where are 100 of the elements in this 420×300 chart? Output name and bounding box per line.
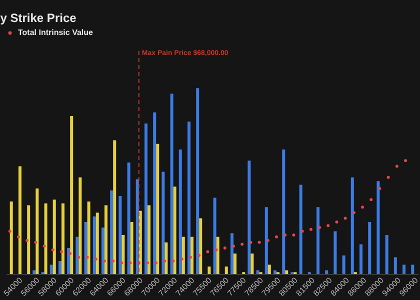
point	[318, 226, 322, 230]
bar	[385, 234, 388, 274]
bar	[130, 222, 134, 274]
bar	[162, 172, 165, 274]
bar	[110, 190, 114, 274]
bar	[190, 236, 194, 274]
point	[344, 216, 347, 220]
point	[146, 261, 149, 264]
bar	[224, 266, 228, 274]
point	[198, 254, 201, 257]
bar	[316, 207, 320, 274]
bar	[368, 222, 372, 274]
bar	[402, 264, 406, 274]
bar	[334, 231, 337, 274]
point	[34, 240, 38, 244]
bar	[147, 205, 150, 274]
point	[326, 224, 330, 228]
bar	[127, 162, 130, 274]
point	[8, 230, 12, 233]
point	[172, 259, 175, 262]
point	[26, 239, 29, 242]
bar	[104, 205, 108, 274]
bar	[52, 200, 56, 274]
point	[335, 220, 338, 224]
chart-title: y Strike Price	[0, 11, 77, 25]
bar	[213, 198, 216, 274]
bar	[164, 242, 168, 274]
bar	[230, 233, 234, 274]
bar	[144, 123, 148, 274]
bar	[87, 202, 90, 274]
bar	[325, 270, 328, 274]
bar	[58, 260, 62, 274]
bar	[84, 222, 88, 274]
bar	[282, 149, 286, 274]
point	[16, 235, 20, 238]
point	[163, 259, 166, 262]
bar	[76, 236, 79, 274]
point	[266, 239, 270, 242]
point	[128, 261, 132, 264]
bar	[187, 122, 190, 274]
bar	[36, 188, 39, 274]
bar	[216, 236, 220, 274]
point	[68, 252, 72, 256]
point	[284, 233, 287, 236]
bar	[182, 236, 185, 274]
bar	[250, 254, 254, 274]
point	[370, 198, 373, 202]
legend-label: Total Intrinsic Value	[18, 28, 94, 37]
bar	[199, 218, 202, 274]
bar	[178, 149, 182, 274]
point	[214, 248, 218, 252]
point	[206, 250, 210, 254]
bar	[153, 112, 156, 274]
bar	[27, 205, 30, 274]
point	[77, 256, 80, 259]
bar	[78, 177, 82, 274]
point	[258, 240, 261, 244]
point	[249, 240, 252, 244]
point	[378, 187, 382, 190]
point	[120, 261, 124, 264]
bar	[350, 177, 354, 274]
point	[86, 256, 89, 259]
point	[94, 258, 98, 261]
point	[42, 244, 46, 248]
bar	[10, 202, 13, 274]
point	[223, 246, 226, 250]
point	[309, 228, 312, 231]
bar	[208, 266, 211, 274]
bar	[360, 244, 363, 274]
bar	[101, 228, 104, 274]
point	[275, 235, 278, 238]
bar	[44, 203, 48, 274]
point	[352, 211, 356, 214]
bar	[170, 94, 174, 274]
bar	[299, 184, 302, 274]
bar	[61, 203, 64, 274]
bar	[264, 207, 268, 274]
point	[361, 206, 364, 209]
bar	[18, 166, 22, 274]
point	[404, 159, 408, 162]
bar	[156, 144, 160, 274]
point	[292, 233, 296, 236]
bar	[96, 212, 99, 274]
point	[395, 164, 398, 168]
point	[386, 176, 390, 179]
point	[180, 258, 184, 261]
bar	[394, 257, 397, 274]
bar	[113, 140, 116, 274]
bar	[268, 264, 271, 274]
bar	[234, 254, 237, 274]
point	[51, 248, 54, 252]
bar	[256, 270, 260, 274]
point	[154, 261, 158, 264]
bar	[50, 264, 53, 274]
point	[188, 256, 192, 259]
point	[300, 230, 304, 233]
point	[102, 259, 106, 262]
bar	[342, 255, 346, 274]
bar	[122, 234, 125, 274]
bar	[118, 196, 122, 274]
